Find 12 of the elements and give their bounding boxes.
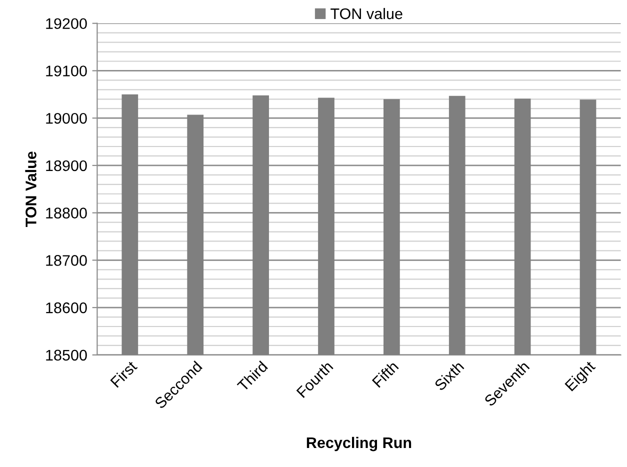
x-axis-title: Recycling Run	[306, 436, 412, 452]
legend-label: TON value	[330, 8, 402, 20]
y-axis-title: TON Value	[25, 152, 36, 228]
y-tick-label: 18500	[46, 350, 87, 361]
y-tick-label: 18800	[46, 208, 87, 219]
x-tick-label: Fifth	[372, 360, 399, 388]
y-tick-label: 19100	[46, 66, 87, 76]
y-tick-label: 18900	[46, 160, 87, 172]
y-tick-label: 19200	[46, 18, 87, 30]
y-tick-label: 18700	[46, 255, 87, 266]
y-tick-label: 19000	[46, 112, 87, 124]
y-tick-label: 18600	[46, 302, 87, 314]
